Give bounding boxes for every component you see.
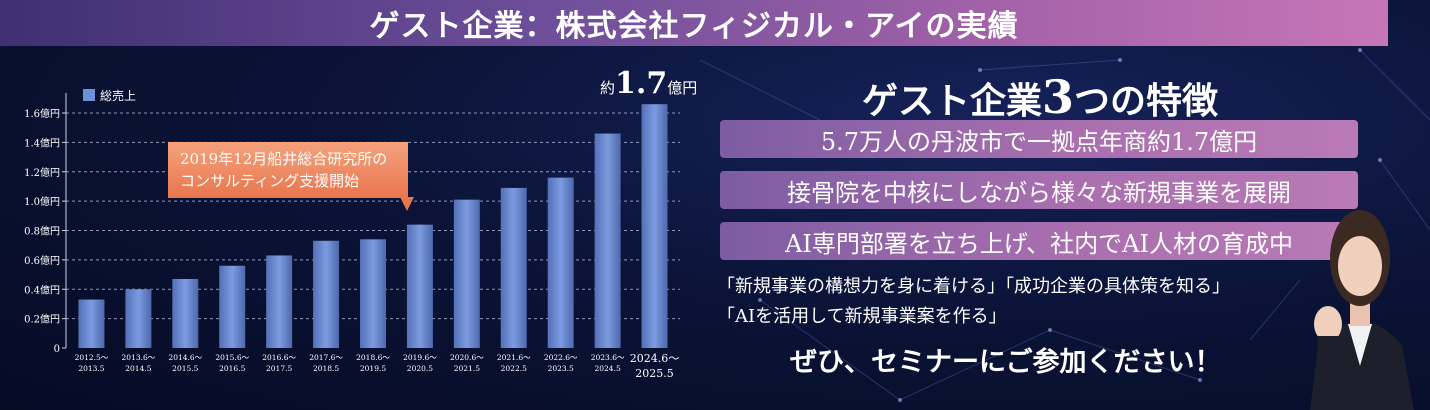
feature-item-text: 接骨院を中核にしながら様々な新規事業を展開	[787, 178, 1291, 207]
features-title-suffix: つの特徴	[1074, 80, 1219, 122]
y-tick-label: 0.6億円	[24, 254, 60, 267]
x-tick-label: 2017.5	[266, 364, 292, 373]
sales-bar-chart: 0 0.2億円 0.4億円 0.6億円 0.8億円 1.0億円 1.2億円 1.4億円 1.6億…	[24, 88, 680, 380]
feature-item-1: 5.7万人の丹波市で一拠点年商約1.7億円	[720, 120, 1358, 158]
peak-value: 1.7	[615, 66, 668, 101]
bar	[594, 133, 621, 348]
x-tick-label: 2018.6～	[356, 353, 390, 362]
bar	[125, 289, 152, 348]
x-tick-label: 2021.5	[454, 364, 480, 373]
y-tick-label: 1.2億円	[24, 166, 60, 179]
x-tick-label: 2019.5	[360, 364, 386, 373]
y-tick-label: 0	[54, 344, 60, 355]
x-tick-label: 2015.5	[172, 364, 198, 373]
x-tick-label: 2016.5	[219, 364, 245, 373]
x-tick-label: 2018.5	[313, 364, 339, 373]
feature-item-text: 5.7万人の丹波市で一拠点年商約1.7億円	[820, 127, 1258, 156]
seminar-goal-line-1: 「新規事業の構想力を身に着ける」「成功企業の具体策を知る」	[717, 276, 1230, 297]
bar	[360, 239, 386, 348]
legend-swatch	[83, 89, 95, 101]
x-tick-label: 2020.5	[407, 364, 433, 373]
x-tick-label: 2023.5	[548, 364, 574, 373]
x-tick-label: 2013.5	[78, 364, 104, 373]
annotation-line-1: 2019年12月船井総合研究所の	[180, 150, 388, 168]
bar	[78, 299, 105, 348]
features-title-prefix: ゲスト企業	[861, 80, 1042, 122]
y-tick-label: 1.4億円	[24, 136, 60, 149]
x-tick-label: 2025.5	[635, 367, 674, 380]
peak-unit: 億円	[667, 79, 698, 97]
y-tick-label: 1.6億円	[24, 107, 60, 120]
presenter-photo	[1310, 210, 1414, 410]
banner-title: ゲスト企業：株式会社フィジカル・アイの実績	[369, 9, 1019, 44]
bar	[547, 177, 574, 348]
y-tick-label: 1.0億円	[24, 195, 60, 208]
y-tick-label: 0.8億円	[24, 225, 60, 238]
x-tick-label: 2015.6～	[215, 353, 249, 362]
bar	[406, 224, 433, 348]
y-tick-label: 0.2億円	[24, 313, 60, 326]
seminar-cta: ぜひ、セミナーにご参加ください！	[790, 347, 1222, 378]
features-title-number: 3	[1041, 70, 1074, 124]
x-tick-label: 2019.6～	[403, 353, 437, 362]
bar	[219, 265, 246, 348]
x-tick-label: 2012.5～	[75, 353, 109, 362]
bar	[172, 278, 199, 348]
x-tick-label: 2022.5	[501, 364, 527, 373]
bar	[266, 255, 293, 348]
consulting-annotation: 2019年12月船井総合研究所の コンサルティング支援開始	[168, 142, 414, 211]
feature-item-2: 接骨院を中核にしながら様々な新規事業を展開	[720, 171, 1358, 209]
bar	[641, 104, 668, 348]
feature-item-text: AI専門部署を立ち上げ、社内でAI人材の育成中	[785, 229, 1293, 258]
x-tick-label: 2013.6～	[122, 353, 156, 362]
x-tick-label: 2014.5	[125, 364, 151, 373]
x-tick-label: 2024.5	[594, 364, 620, 373]
title-banner: ゲスト企業：株式会社フィジカル・アイの実績	[0, 0, 1388, 46]
x-tick-label: 2016.6～	[262, 353, 296, 362]
x-tick-label: 2021.6～	[497, 353, 531, 362]
bar	[313, 240, 340, 348]
peak-label: 約1.7億円	[600, 66, 697, 101]
features-title: ゲスト企業3つの特徴	[720, 70, 1360, 124]
feature-item-3: AI専門部署を立ち上げ、社内でAI人材の育成中	[720, 222, 1358, 260]
seminar-goal-line-2: 「AIを活用して新規事業案を作る」	[717, 306, 1007, 327]
y-tick-label: 0.4億円	[24, 283, 60, 296]
x-tick-label: 2023.6～	[591, 353, 625, 362]
annotation-line-2: コンサルティング支援開始	[180, 172, 360, 190]
bar	[453, 199, 480, 348]
x-tick-label: 2020.6～	[450, 353, 484, 362]
x-tick-label: 2014.6～	[168, 353, 202, 362]
x-tick-label: 2022.6～	[544, 353, 578, 362]
peak-prefix: 約	[600, 79, 616, 97]
bar	[500, 187, 527, 348]
x-tick-label: 2024.6～	[630, 352, 680, 365]
x-tick-label: 2017.6～	[309, 353, 343, 362]
legend-label: 総売上	[100, 88, 136, 103]
